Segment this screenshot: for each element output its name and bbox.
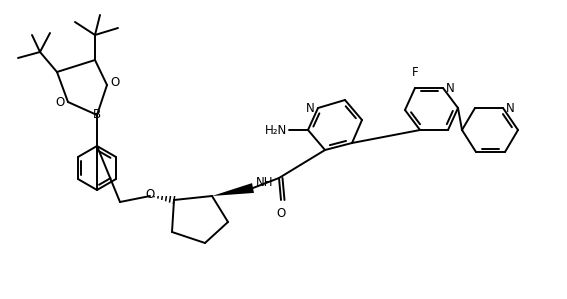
Text: F: F [412, 66, 418, 80]
Text: N: N [446, 82, 455, 94]
Text: NH: NH [256, 176, 273, 190]
Polygon shape [212, 183, 254, 196]
Text: O: O [110, 76, 119, 89]
Text: O: O [276, 207, 286, 220]
Text: B: B [93, 109, 101, 121]
Text: N: N [306, 101, 315, 115]
Text: H₂N: H₂N [265, 123, 287, 137]
Text: N: N [506, 101, 515, 115]
Text: O: O [145, 188, 155, 202]
Text: O: O [56, 95, 65, 109]
